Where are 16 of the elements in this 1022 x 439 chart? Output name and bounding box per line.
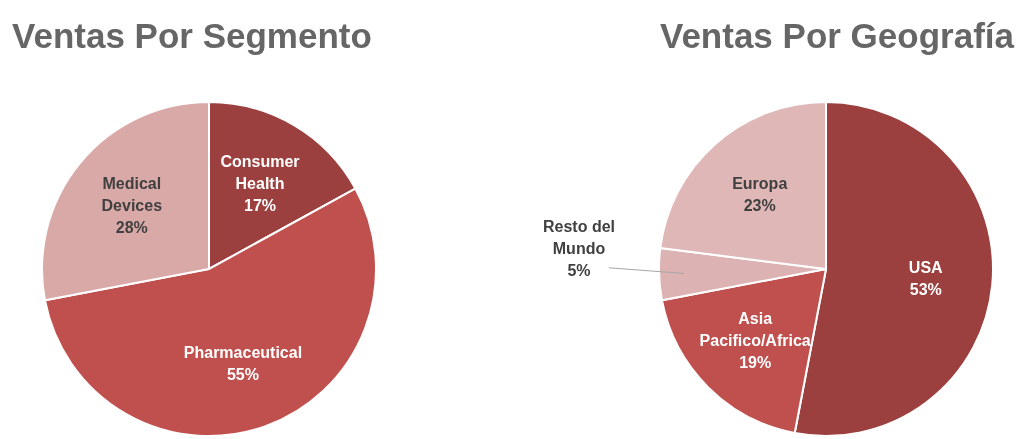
data-label: 17% — [243, 196, 277, 214]
data-label: 28% — [115, 218, 148, 236]
slice-label: Asia Pacifico/Africa — [699, 309, 811, 349]
slice-label: Medical Devices — [101, 174, 163, 214]
data-label: 5% — [567, 261, 591, 279]
slice-label: Resto del Mundo — [543, 217, 616, 257]
chart-title: Ventas Por Segmento — [11, 15, 373, 57]
slice-label: Consumer Health — [220, 152, 300, 192]
slice-label: USA — [908, 258, 944, 276]
data-label: 55% — [226, 365, 259, 383]
data-label: 53% — [909, 280, 942, 298]
slice-label: Pharmaceutical — [183, 343, 303, 361]
slice-label: Europa — [732, 174, 788, 192]
data-label: 19% — [739, 353, 772, 371]
data-label: 23% — [743, 196, 776, 214]
chart-title: Ventas Por Geografía — [658, 15, 1014, 57]
